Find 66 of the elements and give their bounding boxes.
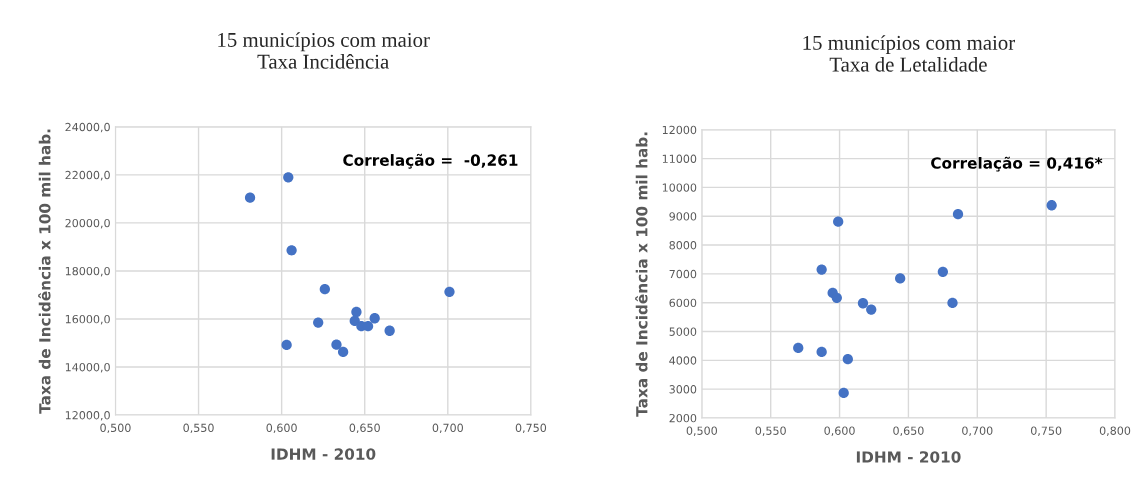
x-tick-label: 0,500 — [100, 423, 131, 434]
point — [816, 346, 827, 358]
point — [857, 298, 869, 309]
annotation: Correlação = 0,416* — [931, 156, 1103, 172]
y-tick-label: 11000 — [662, 154, 697, 163]
x-tick-label: 0,700 — [962, 426, 993, 437]
y-tick-label: 12000 — [662, 125, 697, 135]
y-tick-label: 7000 — [669, 269, 697, 279]
point — [947, 297, 958, 309]
x-tick-label: 0,750 — [1030, 426, 1062, 437]
y-tick-label: 12000,0 — [65, 411, 110, 421]
y-tick-label: 4000 — [669, 356, 697, 365]
x-axis-title: IDHM - 2010 — [271, 448, 376, 460]
x-tick-label: 0,800 — [1099, 426, 1131, 437]
point — [833, 216, 844, 227]
point — [895, 273, 906, 284]
point — [369, 313, 380, 324]
point — [244, 192, 256, 203]
point — [313, 317, 324, 328]
point — [331, 339, 342, 350]
y-axis-title: Taxa de Incidência x 100 mil hab. — [635, 132, 648, 417]
y-tick-label: 24000,0 — [65, 122, 110, 133]
point — [1046, 200, 1057, 211]
point — [444, 286, 455, 297]
x-tick-label: 0,650 — [893, 426, 924, 437]
point — [283, 172, 294, 183]
y-axis-title: Taxa de Incidência x 100 mil hab. — [38, 129, 51, 414]
point — [831, 292, 842, 303]
x-tick-label: 0,750 — [515, 423, 547, 434]
y-tick-label: 20000,0 — [65, 218, 110, 229]
point — [937, 266, 949, 277]
x-tick-label: 0,650 — [349, 423, 380, 434]
y-tick-label: 6000 — [669, 298, 697, 308]
point — [286, 245, 297, 256]
x-tick-label: 0,550 — [183, 423, 214, 434]
y-tick-label: 14000,0 — [65, 362, 110, 373]
y-tick-label: 16000,0 — [65, 314, 110, 325]
x-tick-label: 0,600 — [824, 426, 855, 437]
x-tick-label: 0,700 — [432, 423, 463, 434]
point — [842, 354, 853, 365]
y-tick-label: 10000 — [662, 183, 697, 192]
x-tick-label: 0,500 — [686, 426, 718, 437]
point — [384, 325, 395, 336]
y-tick-label: 22000,0 — [65, 170, 110, 181]
y-tick-label: 3000 — [669, 385, 697, 394]
y-tick-label: 5000 — [669, 327, 697, 336]
point — [351, 306, 362, 318]
point — [281, 339, 292, 351]
point — [349, 315, 360, 327]
y-tick-label: 9000 — [669, 212, 697, 221]
x-axis-title: IDHM - 2010 — [856, 451, 961, 463]
x-tick-label: 0,600 — [266, 423, 297, 434]
x-tick-label: 0,550 — [755, 426, 786, 437]
point — [816, 264, 827, 275]
point — [952, 209, 964, 220]
y-tick-label: 18000,0 — [65, 266, 110, 277]
chart-title: 15 municípios com maior Taxa de Letalidade — [803, 35, 1015, 72]
point — [337, 346, 349, 358]
point — [866, 304, 877, 315]
chart-title: 15 municípios com maior Taxa Incidência — [218, 32, 430, 69]
point — [319, 284, 330, 295]
y-tick-label: 8000 — [669, 241, 697, 250]
point — [838, 387, 849, 399]
annotation: Correlação = -0,261 — [343, 153, 518, 169]
point — [793, 342, 804, 354]
y-tick-label: 2000 — [669, 413, 697, 423]
